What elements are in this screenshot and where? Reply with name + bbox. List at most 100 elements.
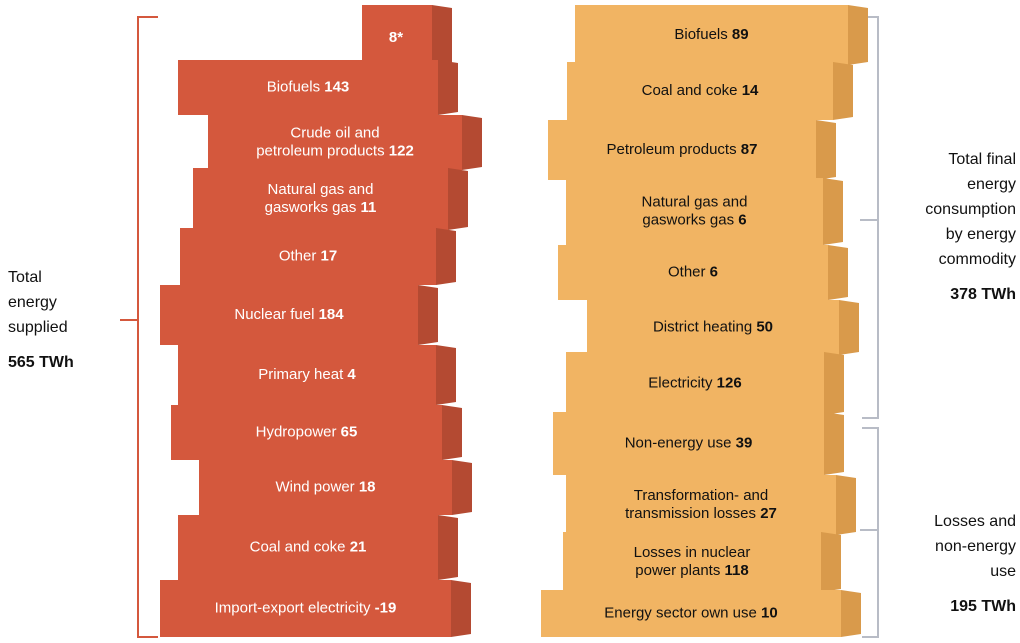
block-value: 6 (738, 211, 746, 228)
use-block-side (836, 475, 856, 535)
block-value: 27 (760, 505, 777, 522)
block-value: 39 (736, 434, 753, 451)
supply-block (178, 60, 438, 115)
supply-block-side (462, 115, 482, 170)
label-line: power plants (635, 562, 720, 579)
label-line: Petroleum products (607, 141, 737, 158)
block-label: Wind power 18 (275, 478, 375, 495)
block-label: Other 17 (279, 247, 337, 264)
use-block-side (848, 5, 868, 65)
use-block-side (824, 412, 844, 475)
supply-block-side (436, 228, 456, 285)
label-line: Non-energy use (625, 434, 732, 451)
label-line: Losses in nuclear (634, 544, 751, 561)
caption-line: supplied (8, 319, 68, 336)
block-label: Other 6 (668, 263, 718, 280)
use-block (567, 62, 833, 120)
use-block (566, 475, 836, 535)
label-line: Other (668, 263, 706, 280)
label-line: transmission losses (625, 505, 756, 522)
caption-line: Total final (948, 151, 1016, 168)
use-block (566, 178, 823, 245)
supply-block-side (451, 580, 471, 637)
left-bracket (120, 16, 158, 638)
label-line: Hydropower (256, 423, 337, 440)
use-block-side (816, 120, 836, 180)
label-line: petroleum products (256, 142, 384, 159)
block-label: Energy sector own use 10 (604, 604, 777, 621)
block-value: 6 (710, 263, 718, 280)
supply-block-side (448, 168, 468, 230)
label-line: District heating (653, 318, 752, 335)
block-value: 122 (389, 142, 414, 159)
label-line: gasworks gas (265, 199, 357, 216)
block-value: 65 (341, 423, 358, 440)
supply-block (208, 115, 462, 170)
top-block-label: 8* (389, 29, 403, 46)
supply-block (193, 168, 448, 230)
block-label: Biofuels 143 (267, 78, 350, 95)
block-label: Primary heat 4 (258, 366, 356, 383)
block-label: Non-energy use 39 (625, 434, 753, 451)
block-label: Nuclear fuel 184 (234, 306, 344, 323)
supply-block (178, 515, 438, 580)
use-block (566, 352, 824, 415)
label-line: Electricity (648, 374, 713, 391)
supply-block (171, 405, 442, 460)
block-label: Petroleum products 87 (607, 141, 758, 158)
supply-block-side (438, 60, 458, 115)
caption-total: 565 TWh (8, 354, 74, 371)
block-value: 11 (361, 199, 377, 216)
label-line: Other (279, 247, 317, 264)
caption-line: consumption (925, 201, 1016, 218)
supply-block-side (418, 285, 438, 345)
use-block-side (821, 532, 841, 592)
use-block-side (828, 245, 848, 300)
block-value: 184 (319, 306, 345, 323)
block-value: 50 (756, 318, 773, 335)
label-line: Nuclear fuel (234, 306, 314, 323)
caption-line: Losses and (934, 513, 1016, 530)
supply-block (199, 460, 452, 515)
label-line: gasworks gas (642, 211, 734, 228)
caption-total: 378 TWh (950, 286, 1016, 303)
caption-line: Total (8, 269, 42, 286)
label-line: Natural gas and (268, 181, 374, 198)
block-label: Import-export electricity -19 (215, 599, 397, 616)
block-value: 118 (725, 562, 749, 579)
block-value: 18 (359, 478, 376, 495)
brackets (120, 16, 879, 638)
block-value: 126 (717, 374, 742, 391)
caption-line: use (990, 563, 1016, 580)
label-line: Import-export electricity (215, 599, 371, 616)
label-line: Energy sector own use (604, 604, 757, 621)
label-line: Crude oil and (290, 124, 379, 141)
use-block (558, 245, 828, 300)
block-label: Electricity 126 (648, 374, 741, 391)
label-line: Coal and coke (250, 538, 346, 555)
supply-block-side (452, 460, 472, 515)
block-value: 87 (741, 141, 758, 158)
caption-line: energy (8, 294, 57, 311)
use-block-side (839, 300, 859, 355)
block-label: Natural gas and gasworks gas 6 (642, 193, 748, 228)
use-block (563, 532, 821, 592)
use-block (548, 120, 816, 180)
caption-line: commodity (939, 251, 1016, 268)
block-label: Coal and coke 14 (642, 82, 759, 99)
block-label: Transformation- and transmission losses 2… (625, 487, 777, 522)
label-line: Biofuels (674, 26, 727, 43)
block-label: Crude oil and petroleum products 122 (256, 124, 414, 159)
right-bracket-top (860, 16, 879, 419)
use-block (553, 412, 824, 475)
top-block (362, 5, 432, 68)
supply-block-side (438, 515, 458, 580)
use-block (587, 300, 839, 355)
supply-block (178, 345, 436, 405)
block-value: 4 (347, 366, 356, 383)
caption-total: 195 TWh (950, 598, 1016, 615)
use-block-side (823, 178, 843, 245)
block-value: 143 (324, 78, 349, 95)
block-label: Coal and coke 21 (250, 538, 367, 555)
